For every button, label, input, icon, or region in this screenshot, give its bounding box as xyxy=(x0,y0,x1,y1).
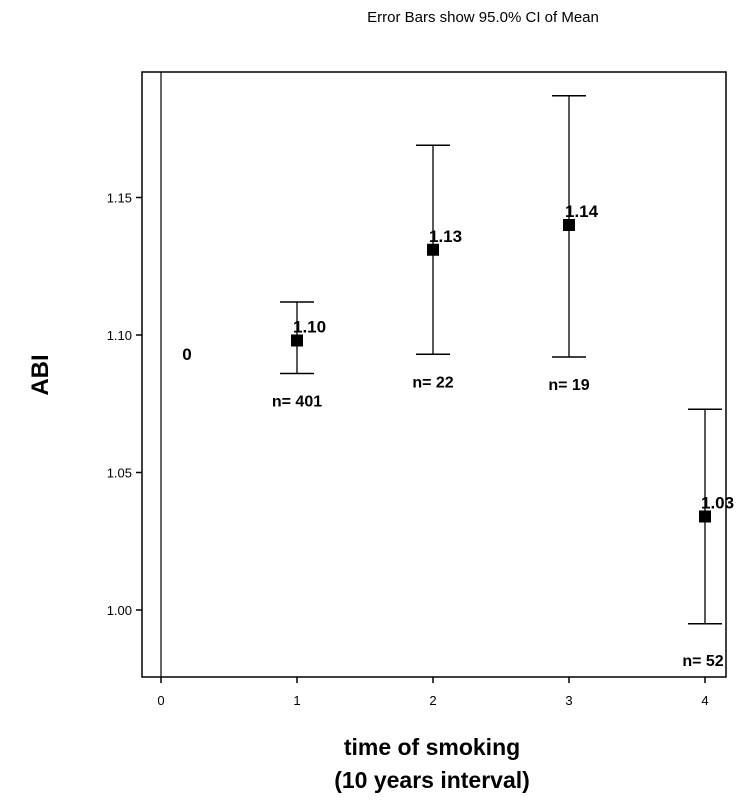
y-tick-label: 1.00 xyxy=(107,603,132,618)
mean-label: 1.10 xyxy=(293,318,326,337)
x-axis-label-line2: (10 years interval) xyxy=(334,767,530,793)
mean-marker xyxy=(563,219,575,231)
x-tick-label: 1 xyxy=(293,693,300,708)
mean-label: 1.03 xyxy=(701,494,734,513)
mean-marker xyxy=(427,243,439,256)
n-label: n= 19 xyxy=(548,377,589,394)
chart-subtitle: Error Bars show 95.0% CI of Mean xyxy=(367,9,599,26)
mean-label: 1.14 xyxy=(565,202,599,221)
y-tick-label: 1.10 xyxy=(107,328,132,343)
mean-marker xyxy=(699,510,711,523)
n-label: n= 52 xyxy=(682,653,723,670)
x-tick-label: 2 xyxy=(429,693,436,708)
mean-marker xyxy=(291,334,303,347)
x-tick-label: 3 xyxy=(565,693,572,708)
x-tick-label: 4 xyxy=(701,693,708,708)
y-tick-label: 1.05 xyxy=(107,466,132,481)
x-axis: 0 1 2 3 4 xyxy=(157,677,709,708)
mean-label: 1.13 xyxy=(429,227,462,246)
x-axis-label-line1: time of smoking xyxy=(344,734,520,760)
y-axis-label: ABI xyxy=(27,354,54,395)
n-label: n= 401 xyxy=(272,394,322,411)
x-tick-label: 0 xyxy=(157,693,164,708)
error-bar-series: 1.10 n= 401 1.13 n= 22 1.14 n= 19 1.03 n= 52 xyxy=(272,95,734,670)
plot-area xyxy=(141,71,727,678)
y-axis: 1.00 1.05 1.10 1.15 xyxy=(107,191,142,618)
zero-group-label: 0 xyxy=(182,345,191,364)
y-tick-label: 1.15 xyxy=(107,191,132,206)
n-label: n= 22 xyxy=(412,374,453,391)
